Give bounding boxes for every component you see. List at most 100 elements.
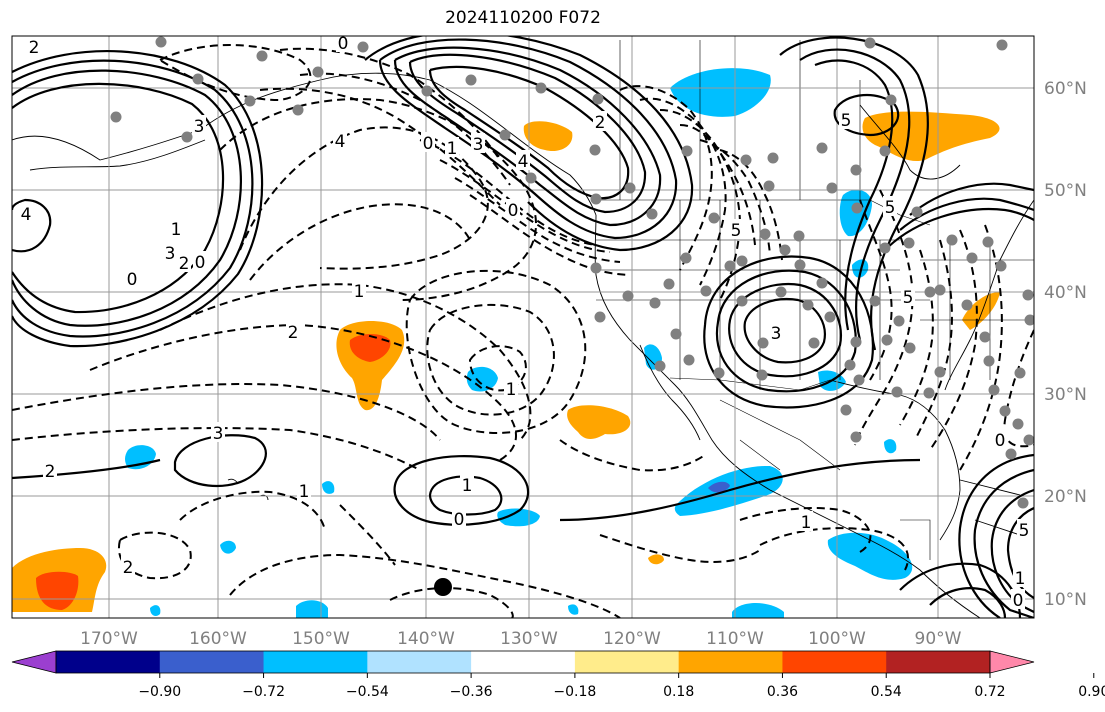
state-borders bbox=[596, 40, 1034, 560]
contour-neg-tropics-5 bbox=[339, 504, 396, 566]
station-dot bbox=[1005, 448, 1017, 460]
station-dot bbox=[934, 366, 946, 378]
station-dot bbox=[850, 164, 862, 176]
station-dot bbox=[1017, 497, 1029, 509]
station-dot bbox=[499, 129, 511, 141]
contour-label: 2 bbox=[123, 558, 134, 578]
station-dot bbox=[1022, 289, 1034, 301]
contour-label-bg bbox=[352, 280, 366, 300]
station-dot bbox=[767, 152, 779, 164]
shade-blue-central-america bbox=[827, 532, 913, 580]
shade-red-pacific bbox=[349, 334, 391, 362]
contour-label: 0 bbox=[454, 510, 465, 530]
station-dot bbox=[924, 286, 936, 298]
colorbar-tick-label: −0.72 bbox=[242, 684, 285, 700]
contour-neg-pacific-1 bbox=[239, 126, 489, 270]
contour-label-bg bbox=[993, 429, 1007, 449]
contour-label-bg bbox=[504, 378, 518, 398]
contour-pos-left-1 bbox=[12, 69, 242, 327]
station-marker bbox=[434, 578, 452, 596]
station-dot bbox=[525, 172, 537, 184]
contour-label-bg bbox=[445, 137, 459, 157]
station-dot bbox=[713, 367, 725, 379]
contour-neg-east-2 bbox=[854, 189, 914, 446]
y-tick-label: 60°N bbox=[1044, 79, 1087, 99]
shade-orange-alaska bbox=[523, 121, 573, 152]
y-tick-label: 40°N bbox=[1044, 283, 1087, 303]
coastline-baja bbox=[639, 344, 701, 441]
contour-label-bg bbox=[163, 242, 177, 262]
station-dot bbox=[996, 39, 1008, 51]
station-dot bbox=[759, 228, 771, 240]
contour-label: 4 bbox=[21, 205, 32, 225]
station-dot bbox=[649, 297, 661, 309]
station-dot bbox=[312, 66, 324, 78]
contour-label: 5 bbox=[1019, 521, 1030, 541]
contour-label: 5 bbox=[841, 111, 852, 131]
station-dot bbox=[999, 405, 1011, 417]
x-tick-label: 170°W bbox=[80, 629, 138, 649]
coastline-gulf bbox=[829, 379, 961, 541]
contour-label-bg bbox=[43, 460, 57, 480]
contour-neg-pacific-4 bbox=[159, 283, 532, 441]
contour-neg-alaska-4 bbox=[259, 87, 501, 206]
station-dot bbox=[757, 337, 769, 349]
station-dot bbox=[663, 278, 675, 290]
station-dot bbox=[670, 328, 682, 340]
contour-pos-atlantic-3 bbox=[958, 453, 1034, 618]
contour-label: 5 bbox=[885, 198, 896, 218]
contour-label-bg bbox=[121, 556, 135, 576]
contour-pos-plains-2 bbox=[715, 269, 857, 393]
contour-label-bg bbox=[211, 422, 225, 442]
station-dot bbox=[357, 41, 369, 53]
colorbar-segment bbox=[159, 651, 265, 673]
station-dot bbox=[680, 252, 692, 264]
station-dot bbox=[256, 50, 268, 62]
contour-pos-left-4 bbox=[12, 82, 225, 314]
contour-label: 0 bbox=[195, 253, 206, 273]
contour-neg-east-6 bbox=[959, 224, 1003, 471]
contour-pos-tropics-2 bbox=[393, 455, 530, 526]
x-tick-label: 120°W bbox=[603, 629, 661, 649]
contour-pos-northeast-4 bbox=[899, 197, 1034, 231]
contour-neg-pacific-5 bbox=[89, 323, 517, 461]
contour-label-bg bbox=[452, 508, 466, 528]
station-dot bbox=[736, 295, 748, 307]
contour-neg-pacific-8 bbox=[468, 345, 527, 392]
station-dot bbox=[646, 208, 658, 220]
shade-blue-small-plains bbox=[852, 259, 869, 278]
station-dot bbox=[622, 290, 634, 302]
colorbar-segment bbox=[471, 651, 576, 673]
station-dot bbox=[181, 131, 193, 143]
x-tick-label: 150°W bbox=[292, 629, 350, 649]
station-dot bbox=[654, 360, 666, 372]
shade-red-southwest bbox=[36, 571, 79, 610]
coastline-aleutians bbox=[29, 139, 206, 171]
contour-neg-rockies-2 bbox=[639, 97, 727, 286]
contour-pos-northeast-1 bbox=[799, 48, 911, 341]
colorbar-segment bbox=[574, 651, 680, 673]
station-dot bbox=[850, 336, 862, 348]
station-dot bbox=[961, 299, 973, 311]
shade-blue-tiny-1 bbox=[220, 540, 236, 554]
contour-neg-pacific-9 bbox=[426, 303, 555, 416]
contour-neg-alaska-2 bbox=[279, 47, 501, 161]
x-tick-label: 130°W bbox=[500, 629, 558, 649]
x-tick-label: 160°W bbox=[189, 629, 247, 649]
station-dot bbox=[850, 431, 862, 443]
positive-contours bbox=[12, 36, 1034, 618]
contour-label: 3 bbox=[165, 244, 176, 264]
contour-label: 4 bbox=[518, 152, 529, 172]
contour-label: 5 bbox=[731, 221, 742, 241]
station-dot bbox=[594, 311, 606, 323]
contour-neg-mexico-2 bbox=[759, 527, 910, 571]
contour-label-bg bbox=[460, 474, 474, 494]
contour-label-bg bbox=[333, 130, 347, 150]
station-dot bbox=[683, 354, 695, 366]
station-dot bbox=[824, 311, 836, 323]
contour-label-bg bbox=[1013, 567, 1027, 587]
x-tick-label: 140°W bbox=[397, 629, 455, 649]
station-dot bbox=[624, 182, 636, 194]
longitude-axis: 170°W 160°W 150°W 140°W 130°W 120°W 110°W 100°W… bbox=[80, 629, 962, 649]
coastline-east bbox=[944, 199, 1034, 391]
